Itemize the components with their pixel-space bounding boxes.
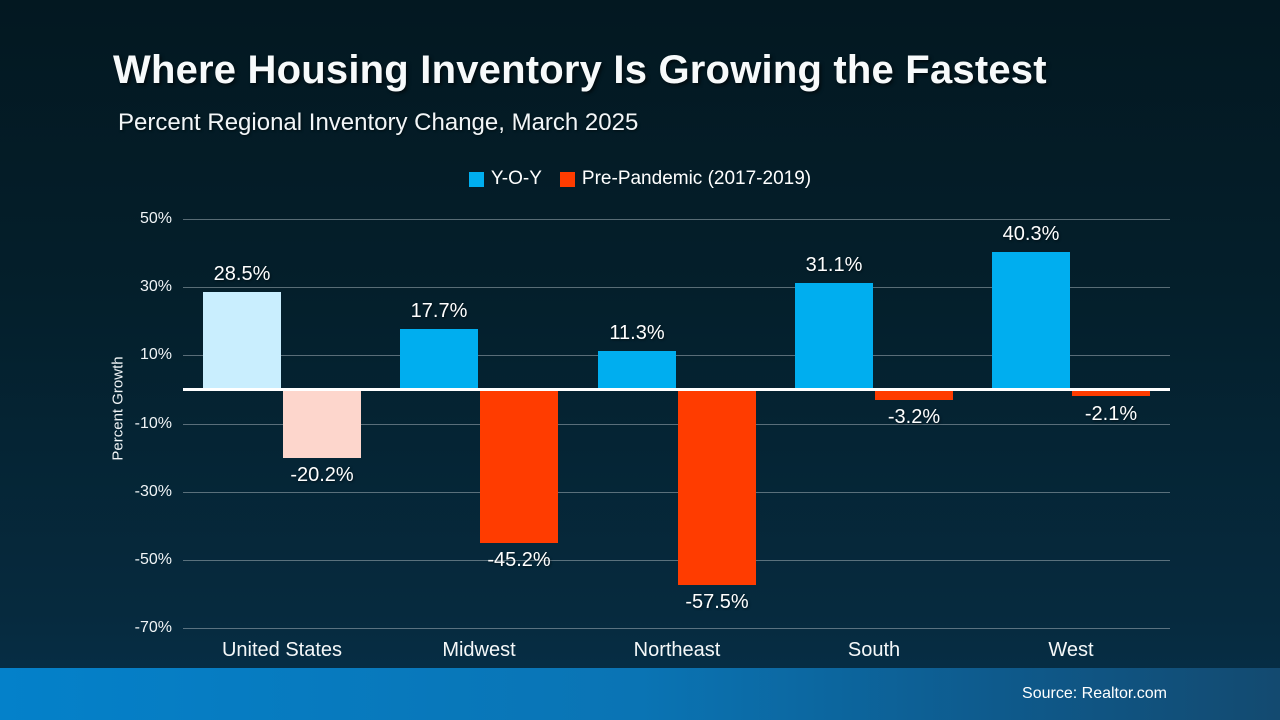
chart-title: Where Housing Inventory Is Growing the F…	[113, 48, 1047, 92]
bar-value-label: -2.1%	[1084, 403, 1138, 425]
gridline	[183, 287, 1170, 288]
y-axis-tick-label: -50%	[134, 551, 172, 568]
gridline	[183, 424, 1170, 425]
x-axis-label: West	[1048, 639, 1094, 661]
y-axis-tick-label: -10%	[134, 415, 172, 432]
bar	[203, 292, 281, 389]
bar-value-label: 28.5%	[213, 263, 271, 285]
legend-label-yoy: Y-O-Y	[490, 168, 542, 189]
y-axis-title: Percent Growth	[109, 356, 127, 461]
bar-value-label: 31.1%	[805, 254, 863, 276]
yoy-swatch-icon	[468, 171, 484, 187]
x-axis-label: United States	[221, 639, 343, 661]
y-axis-tick-label: -70%	[134, 619, 172, 636]
bar	[1072, 389, 1150, 396]
x-axis-label: South	[847, 639, 901, 661]
bottom-accent-band	[0, 668, 1280, 720]
bar-value-label: 11.3%	[609, 322, 665, 344]
y-axis-tick-label: 50%	[139, 210, 172, 227]
bar-value-label: 17.7%	[410, 300, 468, 322]
bar-value-label: 40.3%	[1002, 223, 1060, 245]
legend-label-prepandemic: Pre-Pandemic (2017-2019)	[581, 168, 812, 189]
gridline	[183, 560, 1170, 561]
bar-value-label: -3.2%	[887, 406, 941, 428]
prepandemic-swatch-icon	[559, 171, 575, 187]
y-axis-tick-label: 10%	[139, 346, 172, 363]
bar	[678, 389, 756, 585]
bar	[480, 389, 558, 543]
gridline	[183, 219, 1170, 220]
legend-item-prepandemic: Pre-Pandemic (2017-2019)	[559, 168, 812, 190]
chart-subtitle: Percent Regional Inventory Change, March…	[118, 109, 639, 136]
y-axis-tick-label: -30%	[134, 483, 172, 500]
legend-item-yoy: Y-O-Y	[468, 168, 542, 190]
y-axis-tick-label: 30%	[139, 278, 172, 295]
bar	[598, 351, 676, 390]
gridline	[183, 492, 1170, 493]
x-axis-label: Northeast	[633, 639, 721, 661]
x-axis-label: Midwest	[442, 639, 516, 661]
bar	[875, 389, 953, 400]
bar	[992, 252, 1070, 389]
legend: Y-O-Y Pre-Pandemic (2017-2019)	[0, 168, 1280, 190]
bar-value-label: -20.2%	[290, 464, 354, 486]
gridline	[183, 355, 1170, 356]
gridline	[183, 628, 1170, 629]
zero-axis-line	[183, 388, 1170, 391]
bar	[283, 389, 361, 458]
source-text: Source: Realtor.com	[1022, 685, 1167, 702]
bar-value-label: -57.5%	[685, 591, 749, 613]
bar	[400, 329, 478, 389]
bar-value-label: -45.2%	[487, 549, 551, 571]
bar	[795, 283, 873, 389]
